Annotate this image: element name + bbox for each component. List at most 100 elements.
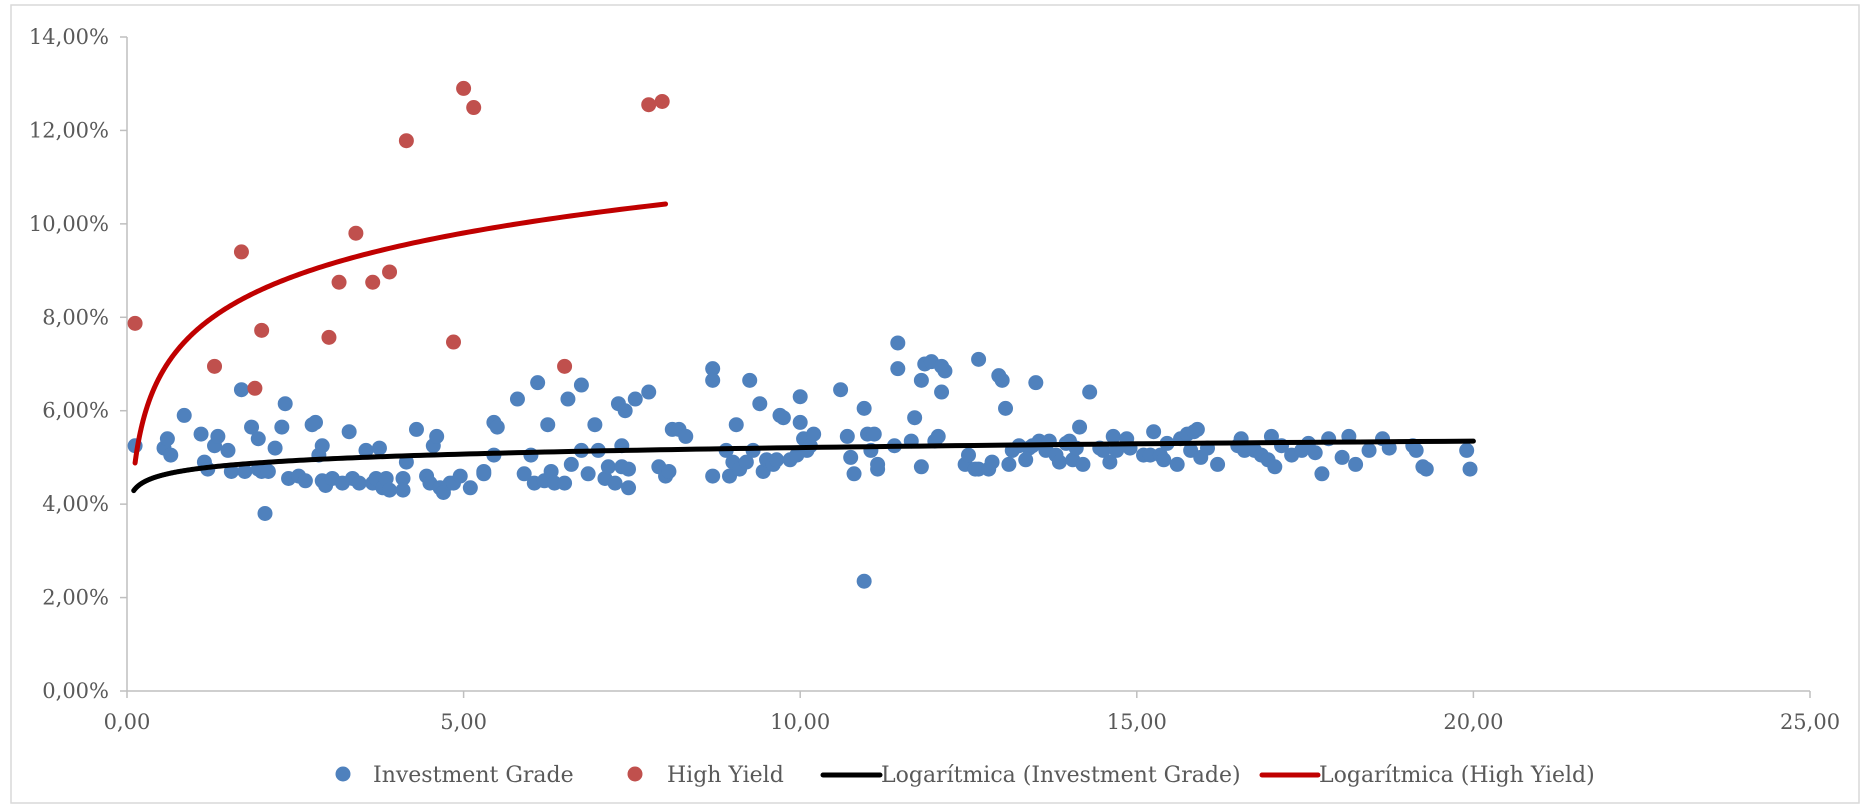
investment-grade-point[interactable] bbox=[314, 438, 330, 454]
investment-grade-point[interactable] bbox=[742, 372, 758, 388]
investment-grade-point[interactable] bbox=[1072, 419, 1088, 435]
investment-grade-point[interactable] bbox=[1307, 445, 1323, 461]
high-yield-point[interactable] bbox=[233, 244, 249, 260]
investment-grade-point[interactable] bbox=[839, 428, 855, 444]
investment-grade-point[interactable] bbox=[1334, 449, 1350, 465]
investment-grade-point[interactable] bbox=[509, 391, 525, 407]
investment-grade-point[interactable] bbox=[382, 482, 398, 498]
legend-item-high-yield[interactable]: High Yield bbox=[627, 763, 784, 788]
investment-grade-point[interactable] bbox=[1028, 375, 1044, 391]
investment-grade-point[interactable] bbox=[1189, 421, 1205, 437]
investment-grade-point[interactable] bbox=[274, 419, 290, 435]
investment-grade-point[interactable] bbox=[994, 372, 1010, 388]
investment-grade-point[interactable] bbox=[1109, 442, 1125, 458]
investment-grade-point[interactable] bbox=[378, 470, 394, 486]
high-yield-point[interactable] bbox=[331, 274, 347, 290]
investment-grade-point[interactable] bbox=[1361, 442, 1377, 458]
investment-grade-point[interactable] bbox=[600, 459, 616, 475]
high-yield-point[interactable] bbox=[456, 80, 472, 96]
high-yield-point[interactable] bbox=[557, 358, 573, 374]
investment-grade-point[interactable] bbox=[163, 447, 179, 463]
investment-grade-point[interactable] bbox=[351, 475, 367, 491]
investment-grade-point[interactable] bbox=[1459, 442, 1475, 458]
high-yield-point[interactable] bbox=[348, 225, 364, 241]
investment-grade-point[interactable] bbox=[395, 470, 411, 486]
legend-item-log-investment-grade[interactable]: Logarítmica (Investment Grade) bbox=[820, 763, 1241, 788]
investment-grade-point[interactable] bbox=[1095, 442, 1111, 458]
investment-grade-point[interactable] bbox=[530, 375, 546, 391]
investment-grade-point[interactable] bbox=[452, 468, 468, 484]
investment-grade-point[interactable] bbox=[250, 431, 266, 447]
investment-grade-point[interactable] bbox=[769, 452, 785, 468]
investment-grade-point[interactable] bbox=[587, 417, 603, 433]
investment-grade-point[interactable] bbox=[705, 372, 721, 388]
investment-grade-point[interactable] bbox=[984, 454, 1000, 470]
investment-grade-point[interactable] bbox=[210, 428, 226, 444]
investment-grade-point[interactable] bbox=[934, 384, 950, 400]
investment-grade-point[interactable] bbox=[1408, 442, 1424, 458]
investment-grade-point[interactable] bbox=[260, 463, 276, 479]
investment-grade-point[interactable] bbox=[890, 361, 906, 377]
investment-grade-point[interactable] bbox=[1075, 456, 1091, 472]
investment-grade-point[interactable] bbox=[792, 389, 808, 405]
investment-grade-point[interactable] bbox=[580, 466, 596, 482]
investment-grade-point[interactable] bbox=[1348, 456, 1364, 472]
investment-grade-point[interactable] bbox=[557, 475, 573, 491]
investment-grade-point[interactable] bbox=[1082, 384, 1098, 400]
investment-grade-point[interactable] bbox=[961, 447, 976, 463]
high-yield-point[interactable] bbox=[321, 329, 337, 345]
investment-grade-point[interactable] bbox=[573, 377, 589, 393]
legend-item-log-high-yield[interactable]: Logarítmica (High Yield) bbox=[1259, 763, 1595, 788]
investment-grade-point[interactable] bbox=[1102, 454, 1118, 470]
investment-grade-point[interactable] bbox=[1418, 461, 1434, 477]
investment-grade-point[interactable] bbox=[516, 466, 532, 482]
investment-grade-point[interactable] bbox=[621, 480, 637, 496]
investment-grade-point[interactable] bbox=[244, 419, 260, 435]
investment-grade-point[interactable] bbox=[621, 461, 637, 477]
investment-grade-point[interactable] bbox=[267, 440, 283, 456]
investment-grade-point[interactable] bbox=[833, 382, 849, 398]
investment-grade-point[interactable] bbox=[193, 426, 209, 442]
investment-grade-point[interactable] bbox=[429, 428, 445, 444]
investment-grade-point[interactable] bbox=[705, 468, 721, 484]
investment-grade-point[interactable] bbox=[237, 463, 253, 479]
investment-grade-point[interactable] bbox=[220, 442, 236, 458]
investment-grade-point[interactable] bbox=[937, 363, 953, 379]
investment-grade-point[interactable] bbox=[159, 431, 175, 447]
investment-grade-point[interactable] bbox=[971, 351, 987, 367]
high-yield-point[interactable] bbox=[254, 322, 270, 338]
investment-grade-point[interactable] bbox=[1051, 454, 1067, 470]
investment-grade-point[interactable] bbox=[775, 410, 791, 426]
investment-grade-point[interactable] bbox=[408, 421, 424, 437]
investment-grade-point[interactable] bbox=[627, 391, 643, 407]
investment-grade-point[interactable] bbox=[846, 466, 862, 482]
investment-grade-point[interactable] bbox=[738, 454, 754, 470]
investment-grade-point[interactable] bbox=[1462, 461, 1478, 477]
investment-grade-point[interactable] bbox=[395, 482, 411, 498]
high-yield-point[interactable] bbox=[641, 97, 657, 113]
investment-grade-point[interactable] bbox=[1381, 440, 1397, 456]
investment-grade-point[interactable] bbox=[176, 407, 192, 423]
high-yield-point[interactable] bbox=[654, 93, 670, 109]
investment-grade-point[interactable] bbox=[998, 400, 1014, 416]
investment-grade-point[interactable] bbox=[856, 573, 872, 589]
investment-grade-point[interactable] bbox=[462, 480, 478, 496]
investment-grade-point[interactable] bbox=[1105, 428, 1121, 444]
investment-grade-point[interactable] bbox=[752, 396, 768, 412]
investment-grade-point[interactable] bbox=[806, 426, 822, 442]
investment-grade-point[interactable] bbox=[560, 391, 576, 407]
investment-grade-point[interactable] bbox=[856, 400, 872, 416]
investment-grade-point[interactable] bbox=[1001, 456, 1017, 472]
investment-grade-point[interactable] bbox=[371, 440, 387, 456]
investment-grade-point[interactable] bbox=[890, 335, 906, 351]
investment-grade-point[interactable] bbox=[297, 473, 313, 489]
investment-grade-point[interactable] bbox=[705, 361, 721, 377]
high-yield-point[interactable] bbox=[127, 315, 143, 331]
investment-grade-point[interactable] bbox=[563, 456, 579, 472]
investment-grade-point[interactable] bbox=[1146, 424, 1162, 440]
high-yield-point[interactable] bbox=[466, 100, 482, 116]
high-yield-point[interactable] bbox=[446, 334, 462, 350]
high-yield-point[interactable] bbox=[207, 358, 223, 374]
investment-grade-point[interactable] bbox=[843, 449, 859, 465]
high-yield-point[interactable] bbox=[382, 264, 398, 280]
